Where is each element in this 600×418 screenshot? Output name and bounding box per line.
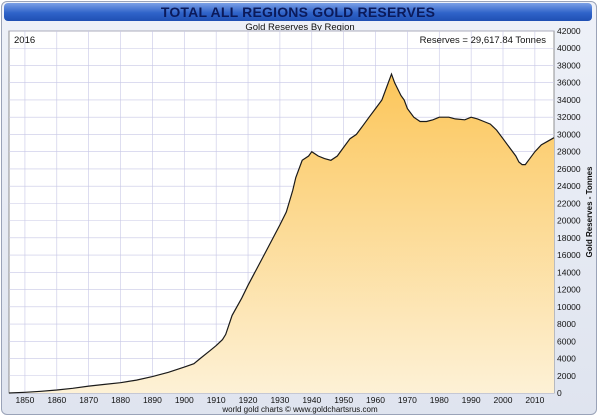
y-tick-label: 24000: [557, 181, 581, 191]
chart-subtitle: Gold Reserves By Region: [245, 22, 355, 33]
x-tick-label: 1860: [47, 395, 66, 405]
y-tick-label: 22000: [557, 198, 581, 208]
x-tick-label: 1990: [462, 395, 481, 405]
y-tick-label: 40000: [557, 43, 581, 53]
year-label: 2016: [14, 35, 35, 46]
reserves-line: [8, 72, 555, 394]
y-tick-label: 36000: [557, 78, 581, 88]
y-tick-label: 14000: [557, 267, 581, 277]
x-tick-label: 1910: [207, 395, 226, 405]
y-tick-label: 6000: [557, 336, 576, 346]
x-tick-label: 1920: [239, 395, 258, 405]
y-tick-label: 16000: [557, 250, 581, 260]
y-tick-label: 26000: [557, 164, 581, 174]
x-tick-label: 1870: [79, 395, 98, 405]
y-tick-label: 4000: [557, 354, 576, 364]
y-tick-label: 10000: [557, 302, 581, 312]
x-tick-label: 1960: [366, 395, 385, 405]
chart-title: TOTAL ALL REGIONS GOLD RESERVES: [160, 4, 436, 20]
chart-footer: world gold charts © www.goldchartsrus.co…: [222, 405, 378, 414]
x-tick-label: 1850: [15, 395, 34, 405]
y-tick-label: 30000: [557, 129, 581, 139]
x-tick-label: 1890: [143, 395, 162, 405]
x-tick-label: 1940: [302, 395, 321, 405]
y-tick-label: 20000: [557, 216, 581, 226]
x-tick-label: 2000: [494, 395, 513, 405]
y-tick-label: 0: [557, 388, 562, 398]
y-tick-label: 12000: [557, 285, 581, 295]
reserves-annotation: Reserves = 29,617.84 Tonnes: [420, 35, 547, 46]
y-tick-label: 38000: [557, 60, 581, 70]
y-tick-label: 42000: [557, 26, 581, 36]
y-axis-label: Gold Reserves - Tonnes: [585, 166, 594, 258]
y-tick-label: 28000: [557, 147, 581, 157]
y-tick-label: 18000: [557, 233, 581, 243]
y-tick-label: 32000: [557, 112, 581, 122]
y-tick-label: 34000: [557, 95, 581, 105]
x-tick-label: 1970: [398, 395, 417, 405]
reserves-area: [9, 74, 554, 393]
y-tick-label: 2000: [557, 371, 576, 381]
title-bar: TOTAL ALL REGIONS GOLD RESERVES: [4, 3, 592, 21]
y-tick-label: 8000: [557, 319, 576, 329]
x-tick-label: 2010: [525, 395, 544, 405]
x-tick-label: 1950: [334, 395, 353, 405]
x-tick-label: 1930: [270, 395, 289, 405]
x-tick-label: 1980: [430, 395, 449, 405]
x-tick-label: 1880: [111, 395, 130, 405]
x-tick-label: 1900: [175, 395, 194, 405]
